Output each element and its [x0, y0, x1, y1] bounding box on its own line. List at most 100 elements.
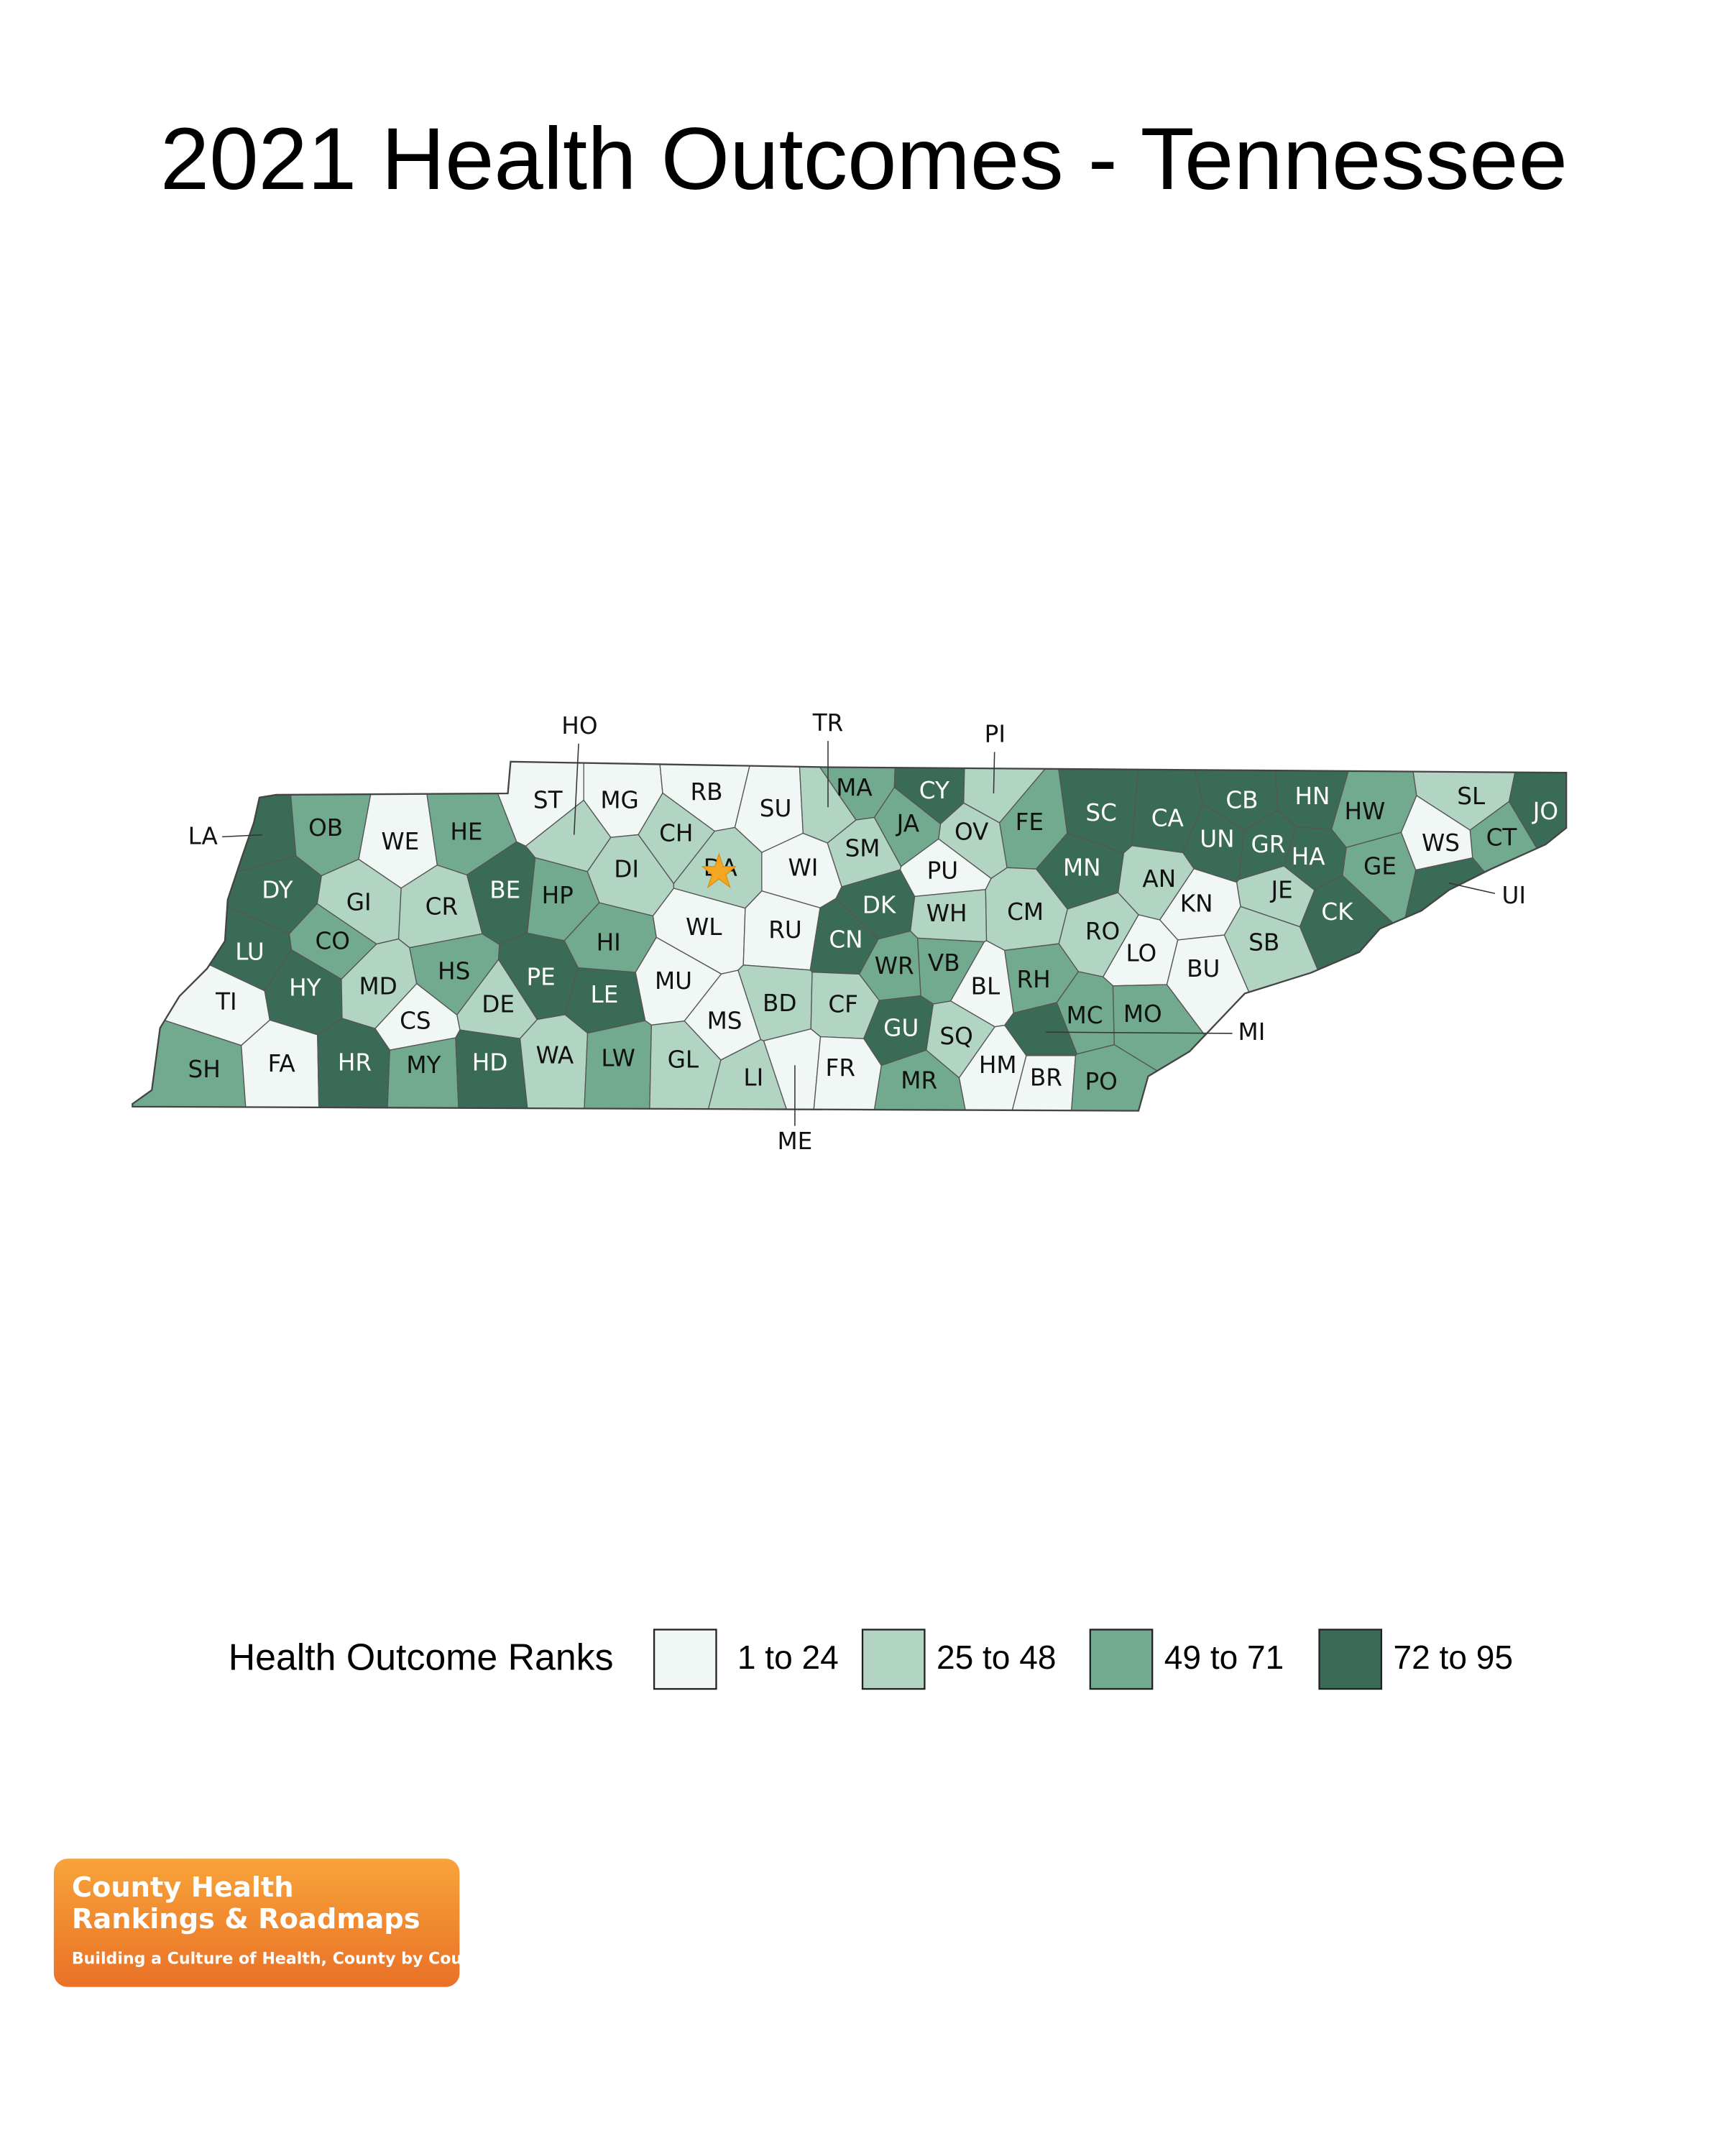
county-label: LI	[743, 1064, 763, 1091]
county-label: BL	[971, 973, 1000, 1000]
county-label: DE	[482, 991, 515, 1018]
county-label: WH	[926, 900, 967, 927]
county-label: VB	[928, 949, 960, 977]
county-label: BE	[489, 876, 520, 903]
county-label: CA	[1151, 804, 1184, 831]
callout-line	[993, 752, 995, 794]
county-label: CO	[315, 927, 349, 954]
county-label: ST	[533, 787, 564, 814]
county	[582, 1020, 653, 1111]
county-label: HE	[450, 819, 482, 846]
county-label: HR	[338, 1049, 372, 1076]
county-label: UI	[1501, 882, 1526, 909]
county-label: LE	[591, 981, 619, 1008]
county-label: LA	[188, 822, 218, 849]
county-label: GE	[1363, 853, 1397, 880]
legend-label: 1 to 24	[737, 1639, 839, 1676]
county-label: CR	[426, 893, 458, 920]
legend-swatch	[1089, 1628, 1154, 1690]
county-label: HN	[1294, 783, 1330, 810]
county-label: LW	[601, 1045, 635, 1072]
county-label: LU	[235, 939, 264, 966]
county-label: CH	[659, 820, 693, 847]
legend-swatch	[653, 1628, 717, 1690]
county-label: DY	[262, 876, 293, 903]
county-label: RB	[691, 778, 723, 806]
county-label: FE	[1016, 808, 1044, 836]
county	[916, 937, 985, 1005]
callout-line	[222, 834, 262, 838]
county-label: SL	[1457, 783, 1485, 810]
county-label: CT	[1486, 824, 1518, 851]
county-label: DI	[614, 856, 639, 883]
county-label: HY	[289, 975, 321, 1002]
county-label: GI	[346, 889, 372, 916]
county-label: RH	[1016, 966, 1050, 993]
county-label: SU	[760, 795, 792, 822]
county-label: WS	[1422, 829, 1460, 857]
county-label: HP	[542, 882, 574, 909]
county-label: AN	[1142, 865, 1176, 893]
county-label: CS	[400, 1008, 431, 1035]
county-label: MS	[707, 1008, 742, 1035]
county	[519, 1014, 589, 1111]
county-label: UN	[1200, 825, 1234, 852]
county-label: CN	[829, 926, 862, 953]
county-label: HM	[979, 1051, 1017, 1079]
county	[811, 1036, 882, 1111]
logo-line: Rankings & Roadmaps	[72, 1903, 420, 1935]
county	[734, 761, 804, 853]
county-label: SQ	[939, 1023, 972, 1050]
county-label: JA	[896, 810, 920, 837]
county-label: BD	[763, 990, 797, 1017]
county-label: OB	[308, 814, 343, 842]
state-outline	[132, 760, 1568, 1112]
county-label: WI	[788, 854, 818, 882]
county-label: FA	[268, 1050, 296, 1077]
county-label: BU	[1187, 955, 1220, 982]
county	[455, 1029, 530, 1111]
county-label: PE	[526, 963, 555, 990]
county-label: LO	[1126, 940, 1156, 967]
county-label: MI	[1238, 1018, 1266, 1046]
county-label: MA	[836, 774, 873, 801]
county-label: KN	[1180, 890, 1213, 918]
county-label: WL	[686, 913, 722, 941]
county-label: CM	[1007, 898, 1044, 926]
county-label: MY	[406, 1051, 441, 1079]
county-label: FR	[826, 1054, 855, 1082]
county-label: PU	[927, 857, 959, 884]
county-label: HI	[597, 929, 621, 956]
legend-label: 72 to 95	[1393, 1639, 1513, 1676]
legend: Health Outcome Ranks 1 to 24 25 to 48 49 t…	[229, 1628, 1513, 1690]
legend-swatch	[861, 1628, 926, 1690]
capital-star	[701, 852, 737, 889]
county-label: WR	[875, 952, 914, 980]
county-label: RO	[1085, 918, 1120, 945]
county	[1508, 761, 1567, 935]
county-label: MC	[1067, 1002, 1103, 1029]
county	[1402, 857, 1567, 1111]
legend-label: 25 to 48	[937, 1639, 1057, 1676]
callout-line	[1448, 883, 1496, 894]
county-label: MU	[655, 967, 692, 995]
county-label: HW	[1344, 798, 1385, 825]
county-label: HA	[1292, 843, 1326, 870]
county-label: GL	[668, 1046, 699, 1073]
county-label: CY	[919, 777, 949, 804]
county-label: MD	[359, 973, 397, 1000]
county-label: SB	[1248, 929, 1279, 956]
label-layer: LA OB WE HE ST MG RB SU MA CY PI FE SC CA CB HN HW SL JO CT…	[188, 709, 1559, 1155]
county-label: PI	[985, 720, 1006, 747]
county-label: GR	[1251, 831, 1286, 858]
legend-title: Health Outcome Ranks	[229, 1636, 614, 1677]
county-label: TI	[215, 988, 237, 1015]
logo: County Health Rankings & Roadmaps Buildi…	[53, 1858, 492, 1987]
county-label: CF	[828, 991, 858, 1018]
county-label: CB	[1225, 787, 1258, 814]
logo-badge	[53, 1858, 460, 1987]
county-label: JE	[1270, 876, 1293, 903]
county-label: DK	[862, 891, 897, 918]
